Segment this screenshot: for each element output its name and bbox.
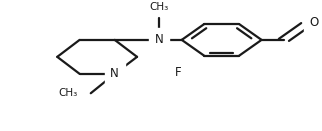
Text: N: N (155, 33, 164, 46)
Text: CH₃: CH₃ (150, 2, 169, 12)
Text: O: O (309, 16, 319, 29)
Text: N: N (110, 67, 119, 80)
Text: CH₃: CH₃ (59, 88, 78, 98)
Text: F: F (175, 66, 182, 79)
